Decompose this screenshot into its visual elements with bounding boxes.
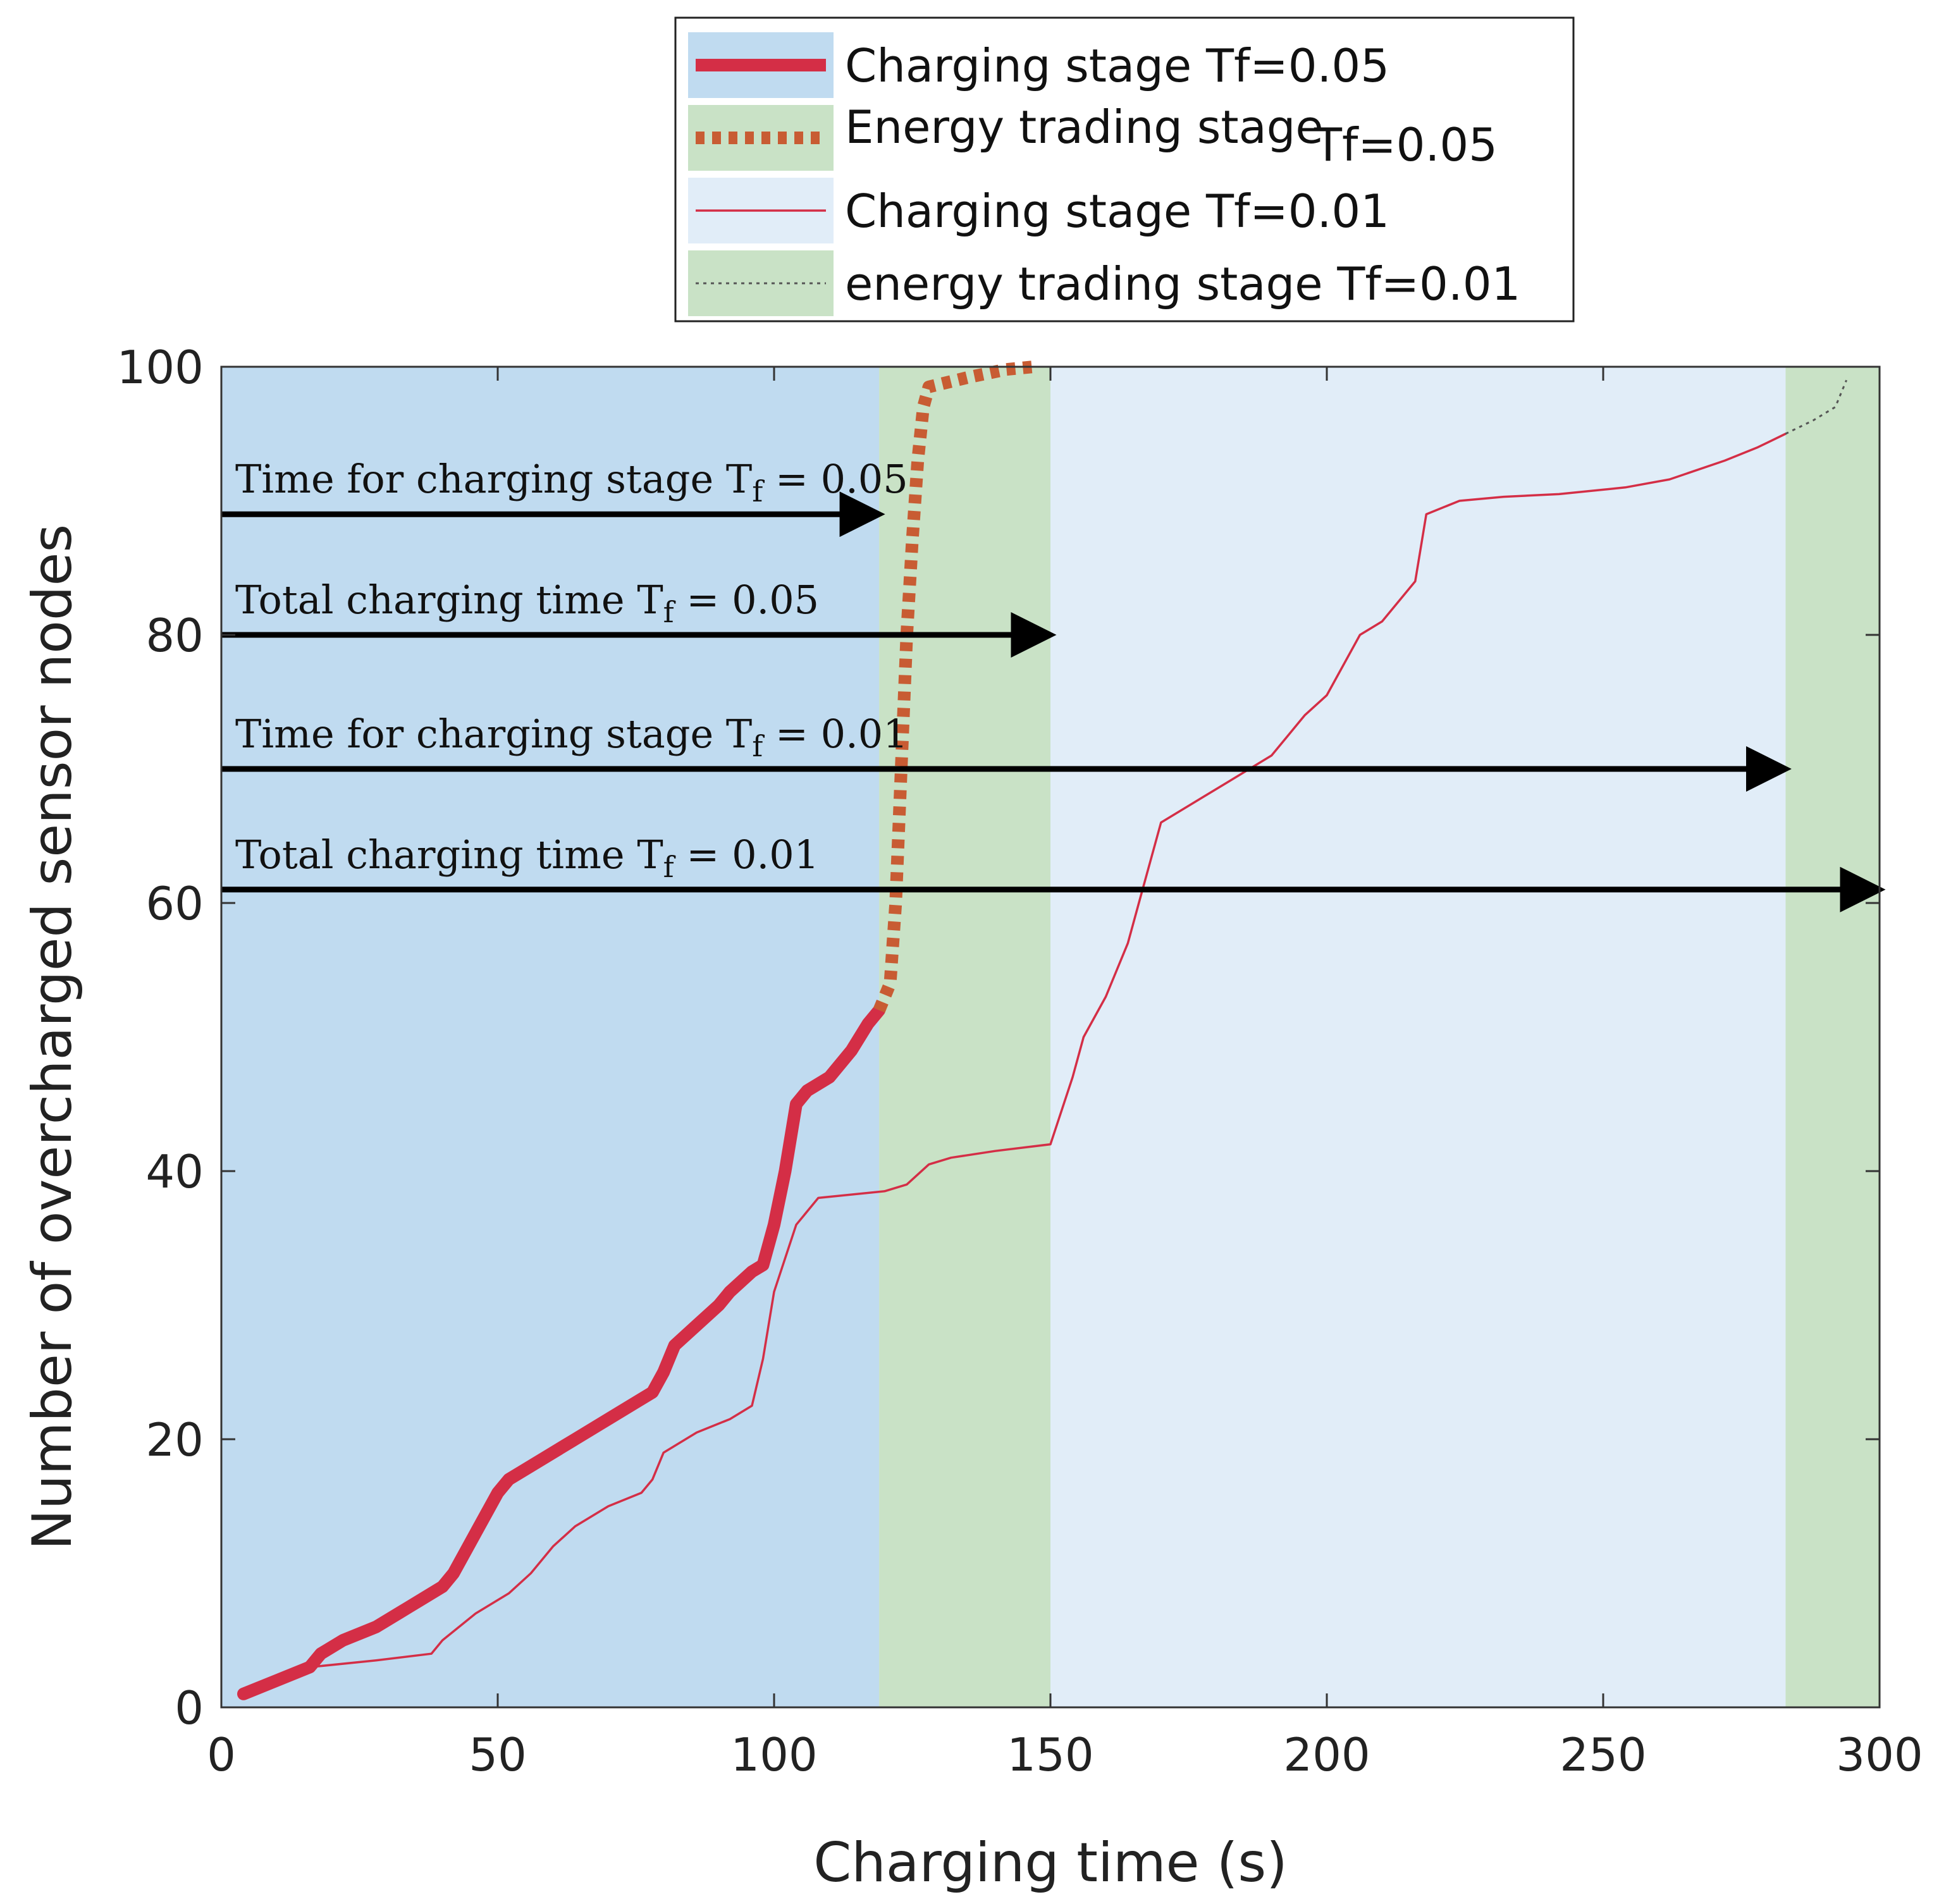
annotation-label-subscript: f	[752, 474, 765, 508]
y-tick-label-5: 100	[117, 341, 204, 394]
series-lines	[237, 360, 1847, 1700]
annotation-label-subscript: f	[752, 729, 765, 763]
x-tick-label-4: 200	[1283, 1728, 1370, 1781]
x-tick-label-5: 250	[1560, 1728, 1646, 1781]
annotation-label-0: Time for charging stage Tf = 0.05	[235, 456, 908, 508]
legend-label-1: Energy trading stage	[845, 101, 1324, 154]
annotation-label-value: = 0.05	[763, 456, 908, 502]
annotation-label-3: Total charging time Tf = 0.01	[235, 832, 819, 884]
stage-region-1	[879, 367, 1050, 1707]
annotation-label-subscript: f	[663, 850, 676, 884]
y-tick-label-4: 80	[145, 609, 204, 662]
stage-regions	[221, 367, 1880, 1707]
annotation-label-subscript: f	[663, 595, 676, 629]
annotation-label-2: Time for charging stage Tf = 0.01	[235, 711, 908, 763]
y-tick-label-2: 40	[145, 1145, 204, 1198]
y-tick-label-3: 60	[145, 877, 204, 930]
axis-ticks: 0 50 100 150 200 250 300 0 20 40 60 80 100	[117, 341, 1923, 1781]
x-tick-label-6: 300	[1836, 1728, 1923, 1781]
stage-region-0	[221, 367, 880, 1707]
stage-region-2	[1050, 367, 1786, 1707]
legend-label-3: energy trading stage Tf=0.01	[845, 257, 1520, 310]
annotation-label-1: Total charging time Tf = 0.05	[235, 577, 819, 629]
legend-label-0: Charging stage Tf=0.05	[845, 39, 1389, 92]
y-tick-label-0: 0	[175, 1681, 204, 1735]
x-tick-label-0: 0	[207, 1728, 236, 1781]
legend: Charging stage Tf=0.05 Energy trading sta…	[674, 16, 1575, 322]
series-line-2	[309, 433, 1787, 1669]
legend-label-2: Charging stage Tf=0.01	[845, 185, 1389, 238]
series-line-1	[873, 360, 1035, 1013]
y-axis-title: Number of overcharged sensor nodes	[21, 524, 84, 1550]
annotation-label-value: = 0.05	[674, 577, 819, 623]
annotation-label-main: Total charging time T	[235, 577, 663, 623]
legend-label-suffix-1: Tf=0.05	[1314, 118, 1498, 171]
stage-region-3	[1785, 367, 1880, 1707]
y-tick-label-1: 20	[145, 1413, 204, 1466]
x-tick-label-2: 100	[730, 1728, 817, 1781]
annotation-label-value: = 0.01	[763, 711, 908, 757]
x-tick-label-1: 50	[469, 1728, 527, 1781]
annotation-label-value: = 0.01	[674, 832, 819, 878]
series-line-3	[1785, 379, 1847, 435]
annotation-label-main: Time for charging stage T	[235, 456, 752, 502]
x-axis-title: Charging time (s)	[813, 1831, 1288, 1895]
series-line-0	[237, 1004, 886, 1700]
annotation-label-main: Total charging time T	[235, 832, 663, 878]
x-tick-label-3: 150	[1007, 1728, 1093, 1781]
annotation-label-main: Time for charging stage T	[235, 711, 752, 757]
